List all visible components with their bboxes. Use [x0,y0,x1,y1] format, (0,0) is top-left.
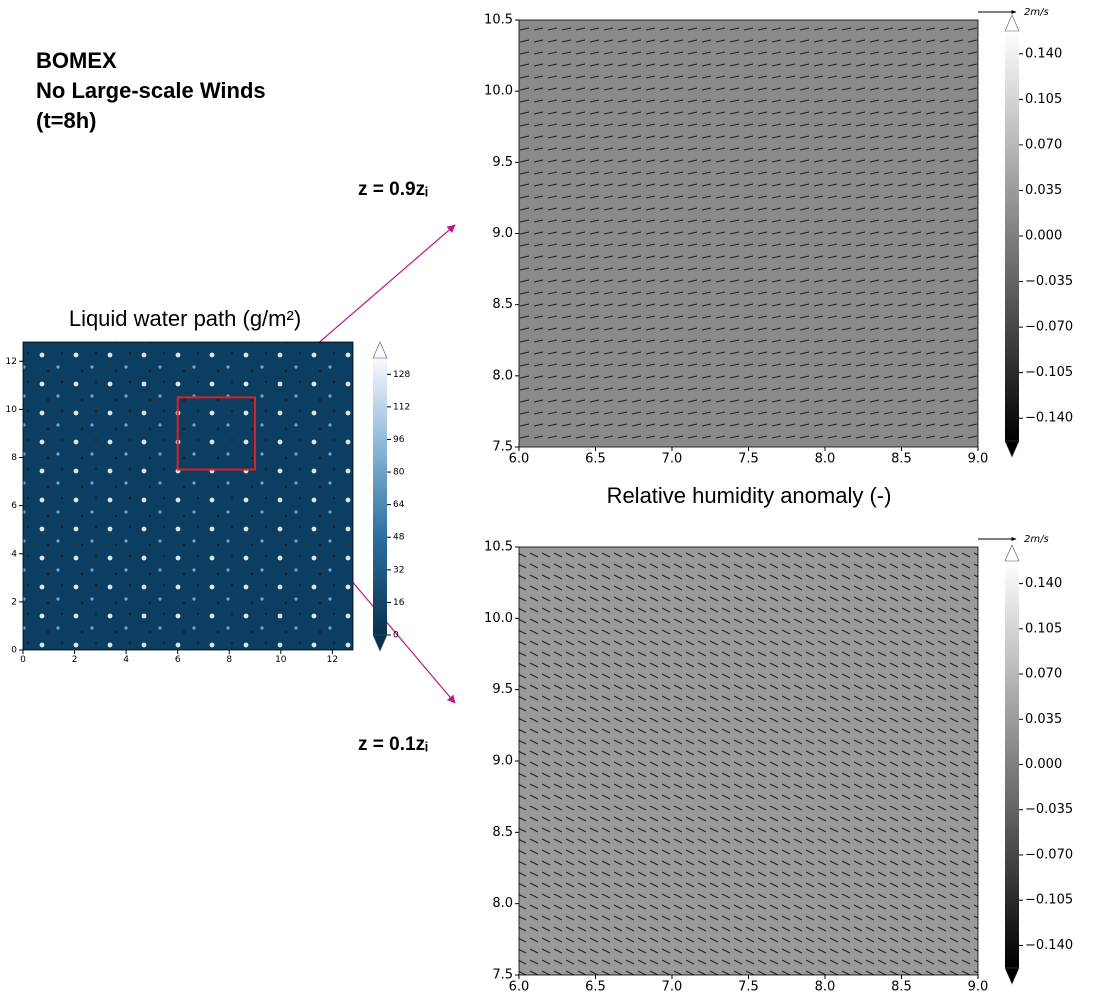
x-tick-label: 6.5 [585,979,606,994]
x-tick-label: 6.0 [509,451,530,466]
colorbar-tick-label: 0.000 [1025,757,1062,772]
y-tick-label: 9.0 [492,226,513,241]
chart-title: Relative humidity anomaly (-) [607,483,892,508]
quiver-key-label: 2m/s [1024,534,1049,545]
colorbar-tick-label: 0.070 [1025,667,1062,682]
heatmap-field [519,20,978,447]
colorbar-tick-label: 64 [393,500,405,510]
x-tick-label: 12 [327,655,338,665]
x-tick-label: 8.5 [891,451,912,466]
colorbar [373,358,387,635]
x-tick-label: 8 [226,655,232,665]
x-tick-label: 6 [175,655,181,665]
colorbar-tick-label: −0.035 [1025,802,1073,817]
y-tick-label: 0 [11,646,17,656]
colorbar-tick-label: 0.140 [1025,46,1062,61]
x-tick-label: 2 [72,655,78,665]
colorbar-tick-label: 80 [393,468,405,478]
colorbar-extend [1004,440,1020,458]
colorbar-tick-label: −0.140 [1025,411,1073,426]
x-tick-label: 4 [123,655,129,665]
colorbar-tick-label: 32 [393,565,404,575]
colorbar-tick-label: −0.105 [1025,365,1073,380]
y-tick-label: 10.5 [484,540,513,555]
colorbar-tick-label: −0.140 [1025,938,1073,953]
colorbar-extend [1004,14,1020,32]
y-tick-label: 8.5 [492,825,513,840]
y-tick-label: 10.5 [484,13,513,28]
x-tick-label: 6.5 [585,451,606,466]
heatmap-field [519,547,978,975]
y-tick-label: 7.5 [492,968,513,983]
y-tick-label: 8.0 [492,368,513,383]
y-tick-label: 9.5 [492,682,513,697]
x-tick-label: 7.0 [662,979,683,994]
colorbar-extend [1004,544,1020,562]
colorbar-tick-label: 16 [393,598,405,608]
y-tick-label: 10.0 [484,84,513,99]
colorbar-extend [1004,967,1020,985]
y-tick-label: 6 [11,501,17,511]
x-tick-label: 9.0 [968,451,989,466]
x-tick-label: 7.5 [738,451,759,466]
y-tick-label: 8 [11,453,17,463]
y-tick-label: 10 [6,405,18,415]
y-tick-label: 7.5 [492,440,513,455]
x-tick-label: 0 [20,655,26,665]
y-tick-label: 12 [6,357,17,367]
y-tick-label: 8.0 [492,896,513,911]
x-tick-label: 8.0 [815,451,836,466]
colorbar-tick-label: 48 [393,533,405,543]
colorbar-tick-label: −0.035 [1025,274,1073,289]
y-tick-label: 9.5 [492,155,513,170]
y-tick-label: 2 [11,597,17,607]
highlight-box [176,396,257,471]
x-tick-label: 8.5 [891,979,912,994]
colorbar-tick-label: 0.140 [1025,576,1062,591]
colorbar-tick-label: −0.105 [1025,893,1073,908]
quiver-key-label: 2m/s [1024,7,1049,18]
colorbar-tick-label: −0.070 [1025,847,1073,862]
colorbar-tick-label: 0.105 [1025,92,1062,107]
x-tick-label: 7.0 [662,451,683,466]
colorbar-tick-label: 96 [393,435,405,445]
colorbar-tick-label: 0.000 [1025,229,1062,244]
colorbar-tick-label: 0 [393,631,399,641]
x-tick-label: 10 [275,655,287,665]
y-tick-label: 9.0 [492,754,513,769]
chart-title: Liquid water path (g/m²) [69,306,301,331]
header-line: No Large-scale Winds [36,78,266,103]
colorbar-tick-label: −0.070 [1025,320,1073,335]
plot-frame [22,341,354,651]
x-tick-label: 9.0 [968,979,989,994]
colorbar-tick-label: 0.070 [1025,137,1062,152]
header-line: (t=8h) [36,108,97,133]
y-tick-label: 4 [11,549,17,559]
level-label: z = 0.9zᵢ [358,179,428,200]
colorbar-extend [372,341,388,359]
colorbar-tick-label: 128 [393,370,410,380]
colorbar-tick-label: 0.035 [1025,712,1062,727]
x-tick-label: 7.5 [738,979,759,994]
heatmap-field [23,342,353,650]
colorbar-extend [372,634,388,652]
y-tick-label: 8.5 [492,297,513,312]
colorbar [1005,31,1019,441]
level-label: z = 0.1zᵢ [358,734,428,755]
header-line: BOMEX [36,48,117,73]
colorbar-tick-label: 112 [393,402,410,412]
colorbar [1005,561,1019,968]
y-tick-label: 10.0 [484,611,513,626]
colorbar-tick-label: 0.035 [1025,183,1062,198]
colorbar-tick-label: 0.105 [1025,621,1062,636]
x-tick-label: 8.0 [815,979,836,994]
x-tick-label: 6.0 [509,979,530,994]
